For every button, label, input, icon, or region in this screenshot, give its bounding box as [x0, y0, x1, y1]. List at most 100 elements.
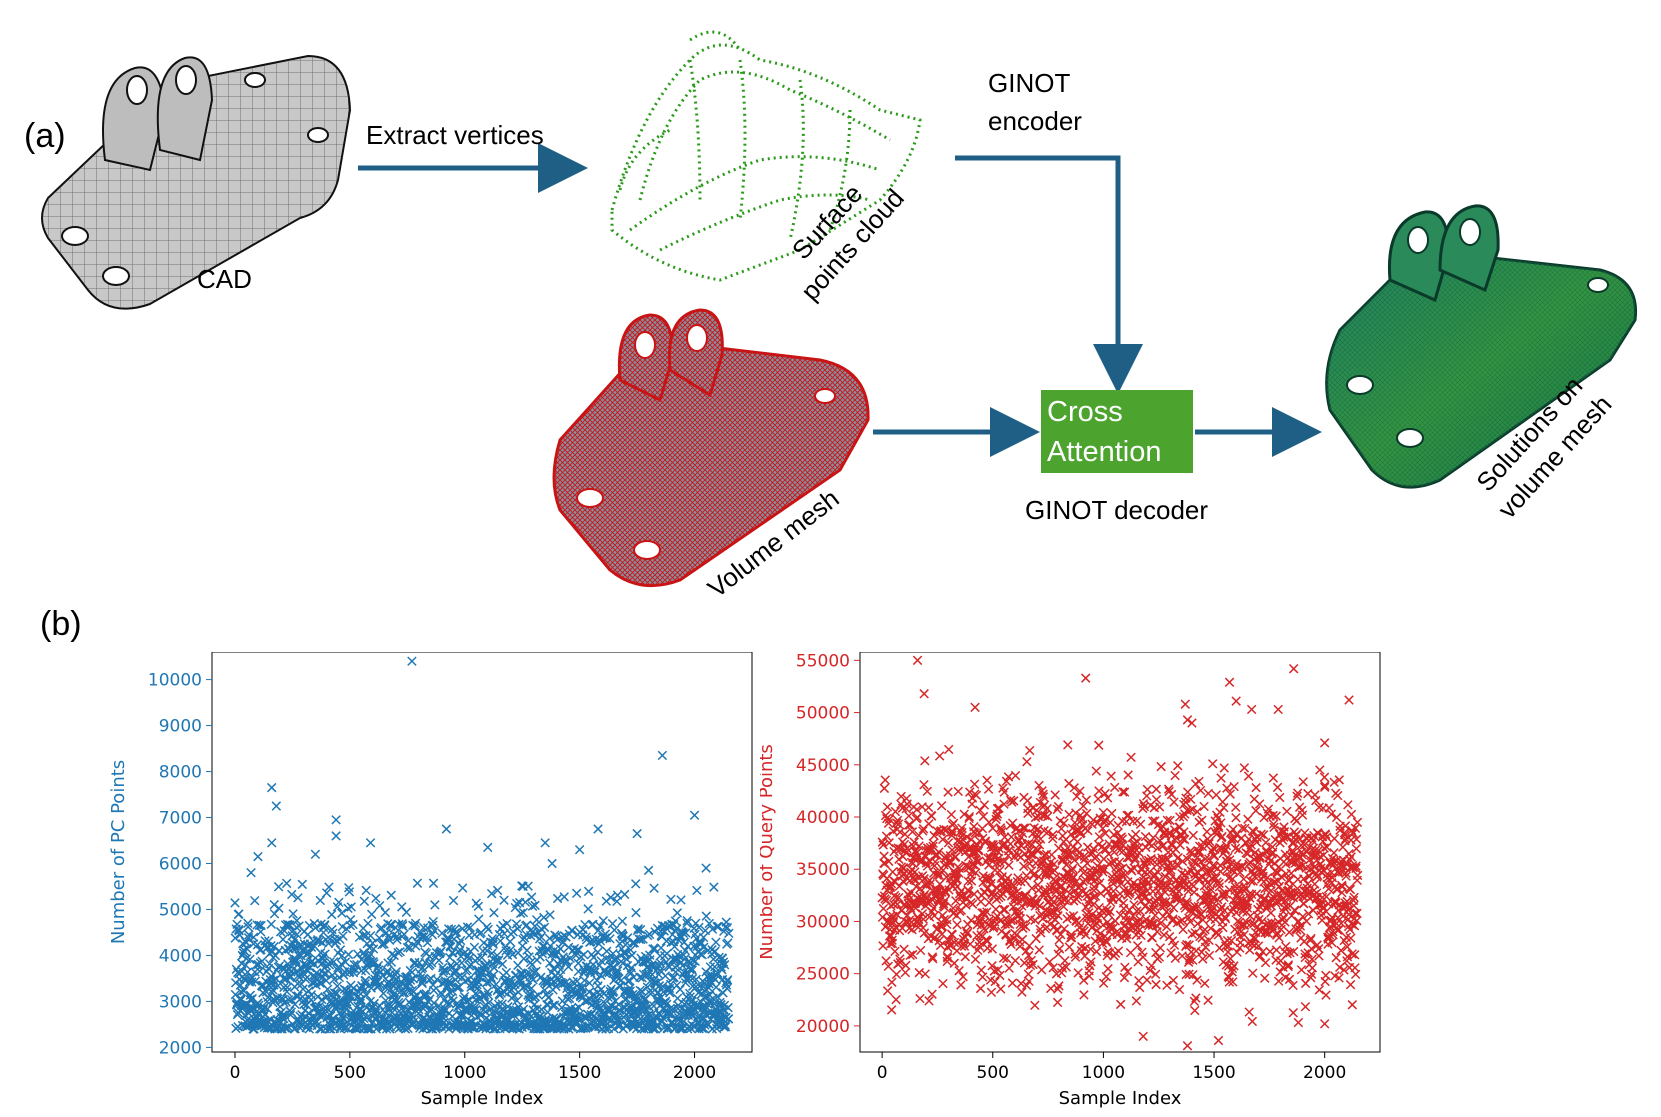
data-point: [1094, 786, 1104, 796]
data-point: [539, 922, 550, 933]
data-point: [395, 998, 406, 1009]
data-point: [1091, 851, 1101, 862]
data-point: [1136, 930, 1146, 941]
data-point: [344, 887, 355, 897]
data-point: [1168, 903, 1179, 913]
data-point: [1306, 972, 1316, 983]
data-point: [375, 900, 385, 911]
data-point: [1182, 854, 1193, 864]
data-point: [281, 878, 292, 889]
data-point: [954, 966, 964, 976]
data-point: [1001, 953, 1012, 964]
data-point: [325, 957, 335, 967]
data-point: [972, 856, 982, 867]
data-point: [1269, 822, 1279, 833]
data-point: [1181, 896, 1192, 907]
data-point: [698, 932, 709, 943]
data-point: [332, 981, 342, 991]
data-point: [242, 943, 252, 954]
data-point: [389, 950, 399, 961]
data-point: [675, 984, 685, 995]
data-point: [1146, 961, 1157, 971]
data-point: [273, 882, 284, 892]
data-point: [1340, 833, 1351, 844]
data-point: [1176, 895, 1187, 905]
data-point: [1130, 855, 1140, 866]
data-point: [392, 934, 402, 945]
encoder-label-line1: GINOT: [988, 68, 1071, 98]
data-point: [1271, 945, 1282, 955]
data-point: [1069, 855, 1080, 865]
data-point: [631, 907, 641, 918]
data-point: [243, 918, 253, 929]
data-point: [320, 920, 330, 931]
data-point: [1213, 813, 1223, 824]
data-point: [386, 890, 396, 900]
data-point: [1292, 791, 1302, 801]
data-point: [1056, 823, 1067, 834]
data-point: [915, 945, 926, 956]
data-point: [1164, 909, 1175, 920]
data-point: [1187, 718, 1197, 728]
data-point: [1219, 763, 1229, 773]
data-point: [1159, 930, 1169, 940]
data-point: [1274, 862, 1284, 872]
data-point: [424, 1005, 435, 1016]
data-point: [1059, 895, 1070, 905]
data-point: [244, 930, 254, 940]
data-point: [605, 934, 615, 944]
data-point: [1052, 804, 1063, 815]
data-point: [1112, 926, 1122, 937]
data-point: [411, 990, 422, 1000]
data-point: [503, 1001, 513, 1012]
data-point: [1165, 828, 1175, 838]
data-point: [1000, 904, 1010, 915]
data-point: [1267, 847, 1278, 857]
data-point: [1200, 942, 1211, 952]
data-point: [335, 945, 346, 955]
data-point: [473, 901, 484, 912]
data-point: [474, 914, 484, 924]
data-point: [712, 991, 723, 1002]
data-point: [1296, 965, 1307, 975]
data-point: [524, 952, 534, 962]
data-point: [1135, 919, 1145, 929]
data-point: [969, 889, 979, 899]
data-point: [890, 806, 901, 817]
data-point: [315, 978, 325, 988]
data-point: [1315, 765, 1325, 775]
data-point: [1329, 848, 1339, 858]
data-point: [637, 986, 647, 997]
data-point: [1288, 1008, 1298, 1018]
data-point: [924, 819, 934, 829]
data-point: [1352, 915, 1362, 926]
data-point: [1239, 763, 1250, 773]
data-point: [1284, 927, 1295, 938]
data-point: [984, 860, 994, 870]
data-point: [560, 978, 570, 989]
data-point: [1130, 853, 1140, 863]
data-point: [1093, 794, 1103, 804]
data-point: [359, 1013, 369, 1024]
data-point: [1192, 975, 1202, 985]
data-point: [1064, 942, 1075, 952]
data-point: [1243, 890, 1254, 900]
data-point: [975, 983, 986, 994]
data-point: [1273, 704, 1283, 715]
data-point: [999, 799, 1009, 809]
data-point: [1135, 819, 1146, 829]
data-point: [1055, 881, 1066, 892]
data-point: [1293, 1017, 1304, 1028]
data-point: [365, 930, 376, 941]
data-point: [1069, 783, 1079, 793]
data-point: [1338, 911, 1348, 921]
data-point: [719, 960, 730, 970]
data-point: [1010, 955, 1021, 966]
data-point: [1175, 840, 1185, 850]
data-point: [1083, 825, 1093, 836]
data-point: [630, 879, 641, 889]
data-point: [1096, 888, 1106, 899]
data-point: [1054, 944, 1065, 954]
data-point: [1305, 935, 1316, 945]
data-point: [1024, 976, 1034, 987]
